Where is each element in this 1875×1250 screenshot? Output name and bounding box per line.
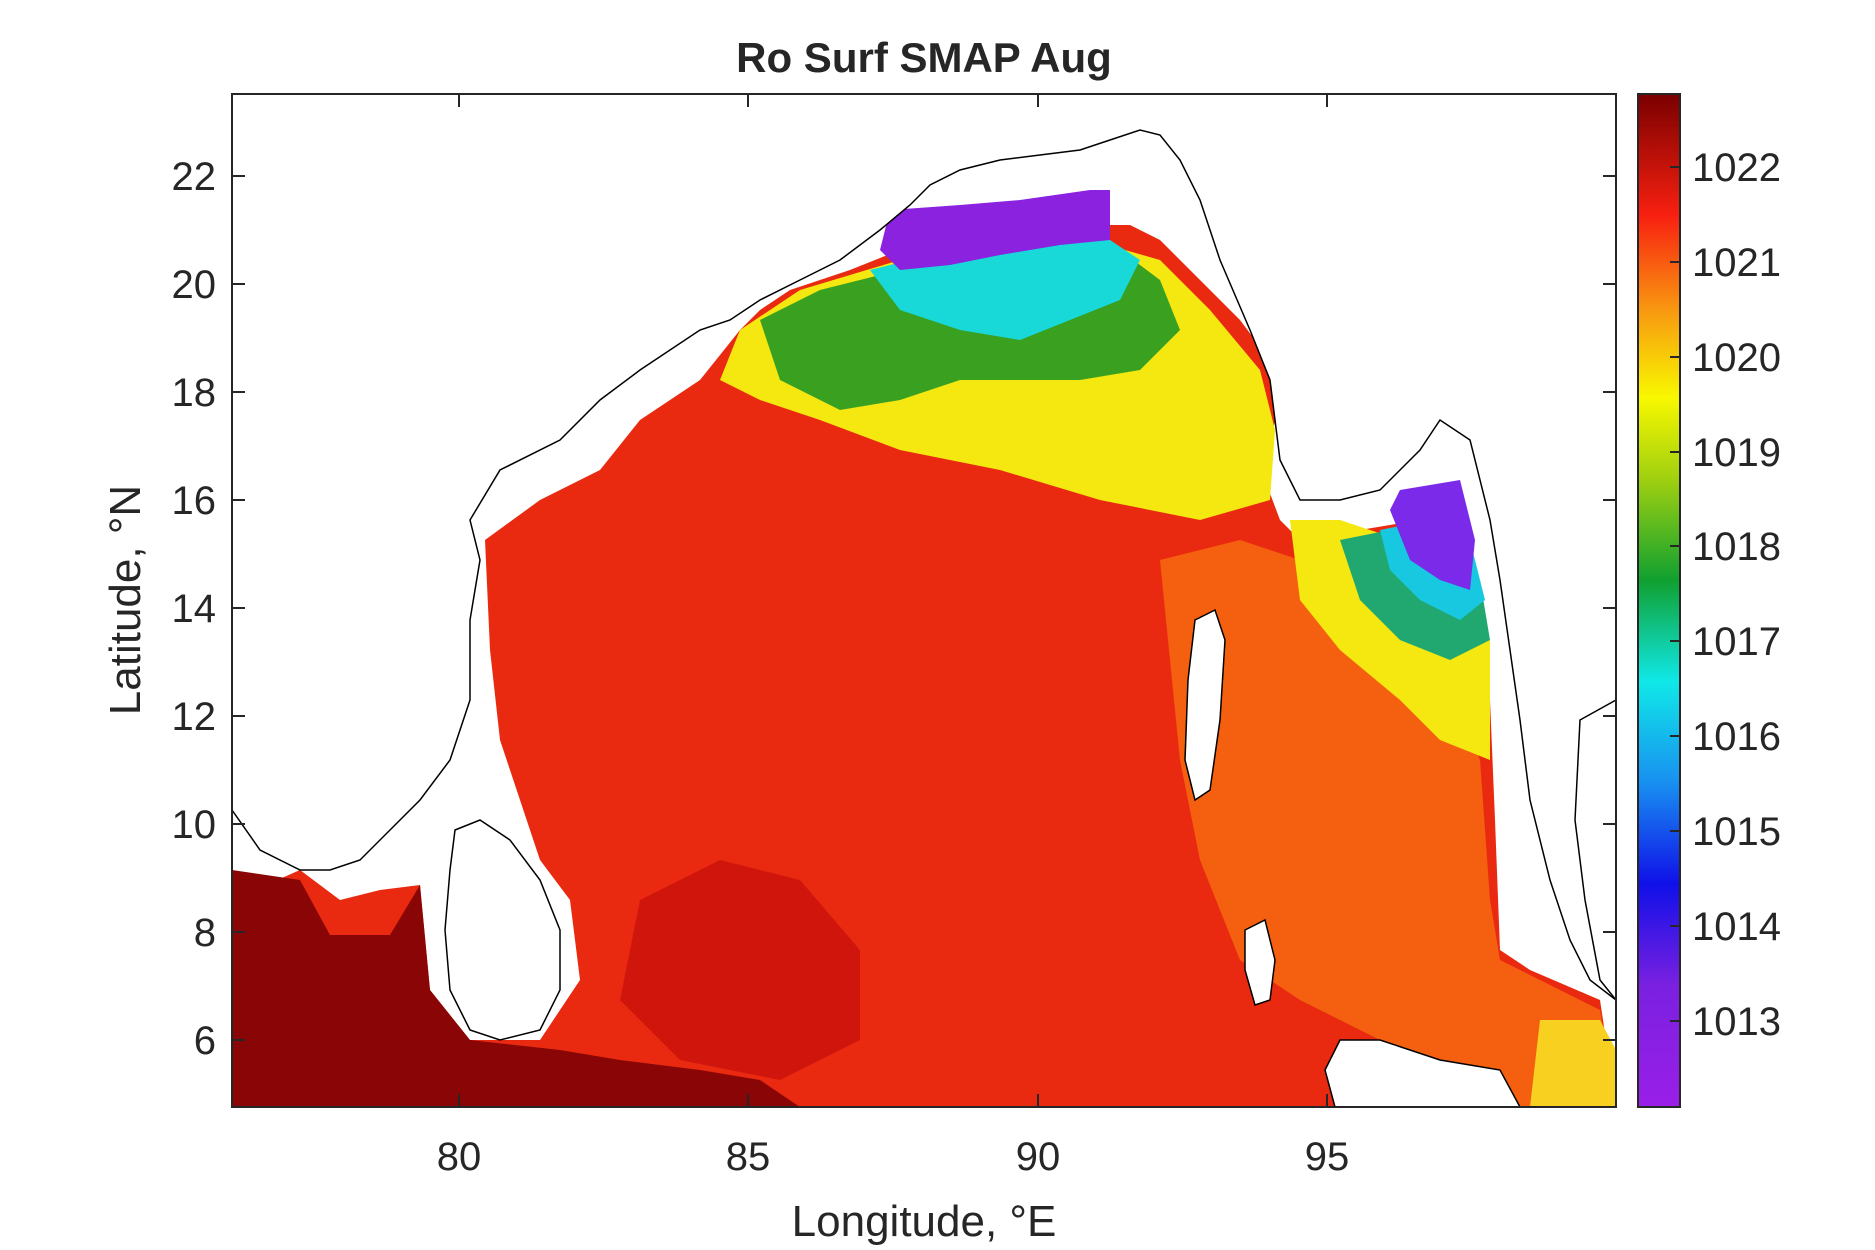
x-tick-label: 90 — [1016, 1135, 1061, 1179]
colorbar-tick-label: 1019 — [1692, 431, 1781, 475]
x-tick-label: 85 — [726, 1135, 771, 1179]
chart-title: Ro Surf SMAP Aug — [736, 34, 1112, 81]
colorbar-tick-label: 1018 — [1692, 525, 1781, 569]
colorbar-tick-label: 1021 — [1692, 241, 1781, 285]
x-axis-label: Longitude, °E — [792, 1197, 1057, 1246]
field-north-purple — [880, 190, 1110, 270]
colorbar-tick-label: 1014 — [1692, 905, 1781, 949]
colorbar-tick-label: 1015 — [1692, 810, 1781, 854]
colorbar-tick-label: 1016 — [1692, 715, 1781, 759]
y-tick-label: 14 — [172, 587, 217, 631]
colorbar-tick-label: 1013 — [1692, 1000, 1781, 1044]
y-axis: 6 8 10 12 14 16 18 20 22 — [172, 155, 1616, 1063]
y-tick-label: 18 — [172, 371, 217, 415]
y-tick-label: 8 — [194, 911, 216, 955]
y-tick-label: 20 — [172, 263, 217, 307]
y-tick-label: 6 — [194, 1019, 216, 1063]
y-tick-label: 10 — [172, 803, 217, 847]
y-tick-label: 16 — [172, 479, 217, 523]
y-axis-label: Latitude, °N — [101, 485, 150, 715]
land-andaman-islands — [1184, 608, 1226, 802]
colorbar-tick-label: 1020 — [1692, 336, 1781, 380]
x-tick-label: 95 — [1305, 1135, 1350, 1179]
colorbar-tick-label: 1022 — [1692, 146, 1781, 190]
land-india — [231, 93, 1617, 1002]
colorbar-gradient — [1637, 93, 1681, 1108]
field-andaman-purple — [1390, 480, 1475, 590]
axes-frame — [231, 93, 1617, 1108]
land-nicobar-islands — [1244, 918, 1276, 1006]
y-tick-label: 12 — [172, 695, 217, 739]
field-southeast-yellow — [1530, 1020, 1616, 1107]
colorbar-ticks — [1670, 166, 1680, 1022]
field-layer — [232, 190, 1616, 1107]
land-sri-lanka — [444, 819, 561, 1041]
y-tick-label: 22 — [172, 155, 217, 199]
x-tick-label: 80 — [437, 1135, 482, 1179]
colorbar: 1013 1014 1015 1016 1017 1018 1019 1020 … — [1637, 93, 1781, 1108]
field-central-darkred — [620, 860, 860, 1080]
x-axis: 80 85 90 95 — [437, 94, 1350, 1179]
land-sumatra — [1324, 1039, 1522, 1108]
colorbar-tick-label: 1017 — [1692, 620, 1781, 664]
land-layer — [231, 93, 1617, 1108]
field-sw-darkred — [232, 870, 800, 1107]
